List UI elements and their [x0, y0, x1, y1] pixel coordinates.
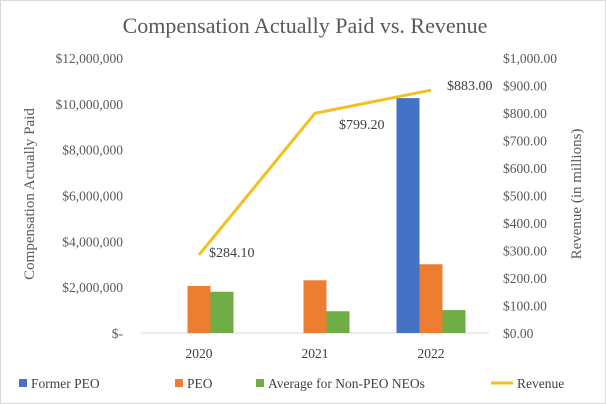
- y-right-tick-label: $800.00: [503, 106, 547, 121]
- y-right-tick-label: $0.00: [503, 326, 534, 341]
- data-label: $883.00: [447, 79, 493, 94]
- y-axis-left-label: Compensation Actually Paid: [22, 108, 38, 280]
- bar-peo-2021: [303, 280, 327, 333]
- line-revenue: [197, 88, 432, 256]
- y-axis-right-label: Revenue (in millions): [569, 129, 585, 260]
- y-left-tick-label: $-: [112, 326, 124, 341]
- y-left-tick-label: $6,000,000: [62, 189, 123, 204]
- legend-swatch-peo: [175, 379, 183, 387]
- y-right-tick-label: $500.00: [503, 189, 547, 204]
- bar-former-peo-2022: [396, 98, 420, 334]
- y-left-tick-label: $4,000,000: [62, 234, 123, 249]
- legend: Former PEO PEO Average for Non-PEO NEOs Rev…: [19, 376, 564, 391]
- y-right-tick-label: $600.00: [503, 161, 547, 176]
- y-left-tick-label: $10,000,000: [56, 97, 124, 112]
- y-left-tick-label: $8,000,000: [62, 143, 123, 158]
- legend-label-peo: PEO: [187, 376, 213, 391]
- legend-label-former-peo: Former PEO: [31, 376, 100, 391]
- data-label: $799.20: [339, 118, 385, 133]
- y-right-tick-label: $900.00: [503, 79, 547, 94]
- plot-area: $- $2,000,000 $4,000,000 $6,000,000 $8,000,0…: [56, 51, 558, 361]
- data-label: $284.10: [209, 246, 255, 261]
- bar-average-for-non-peo-neos-2021: [326, 311, 350, 333]
- bar-average-for-non-peo-neos-2020: [210, 291, 234, 333]
- legend-swatch-former-peo: [19, 379, 27, 387]
- x-tick-label: 2021: [302, 346, 329, 361]
- bar-peo-2020: [187, 286, 211, 333]
- legend-label-revenue: Revenue: [517, 376, 564, 391]
- y-right-tick-label: $200.00: [503, 271, 547, 286]
- x-tick-label: 2022: [418, 346, 445, 361]
- bar-average-for-non-peo-neos-2022: [442, 310, 466, 333]
- y-right-tick-label: $300.00: [503, 244, 547, 259]
- y-right-tick-label: $1,000.00: [503, 51, 557, 66]
- legend-swatch-average-for-non-peo-neos: [256, 379, 264, 387]
- bar-peo-2022: [419, 264, 443, 333]
- legend-label-average-for-non-peo-neos: Average for Non-PEO NEOs: [268, 376, 425, 391]
- y-right-tick-label: $700.00: [503, 134, 547, 149]
- y-right-tick-label: $100.00: [503, 299, 547, 314]
- x-tick-label: 2020: [186, 346, 213, 361]
- chart-title: Compensation Actually Paid vs. Revenue: [123, 13, 488, 38]
- y-left-tick-label: $12,000,000: [56, 51, 124, 66]
- y-right-tick-label: $400.00: [503, 216, 547, 231]
- y-left-tick-label: $2,000,000: [62, 280, 123, 295]
